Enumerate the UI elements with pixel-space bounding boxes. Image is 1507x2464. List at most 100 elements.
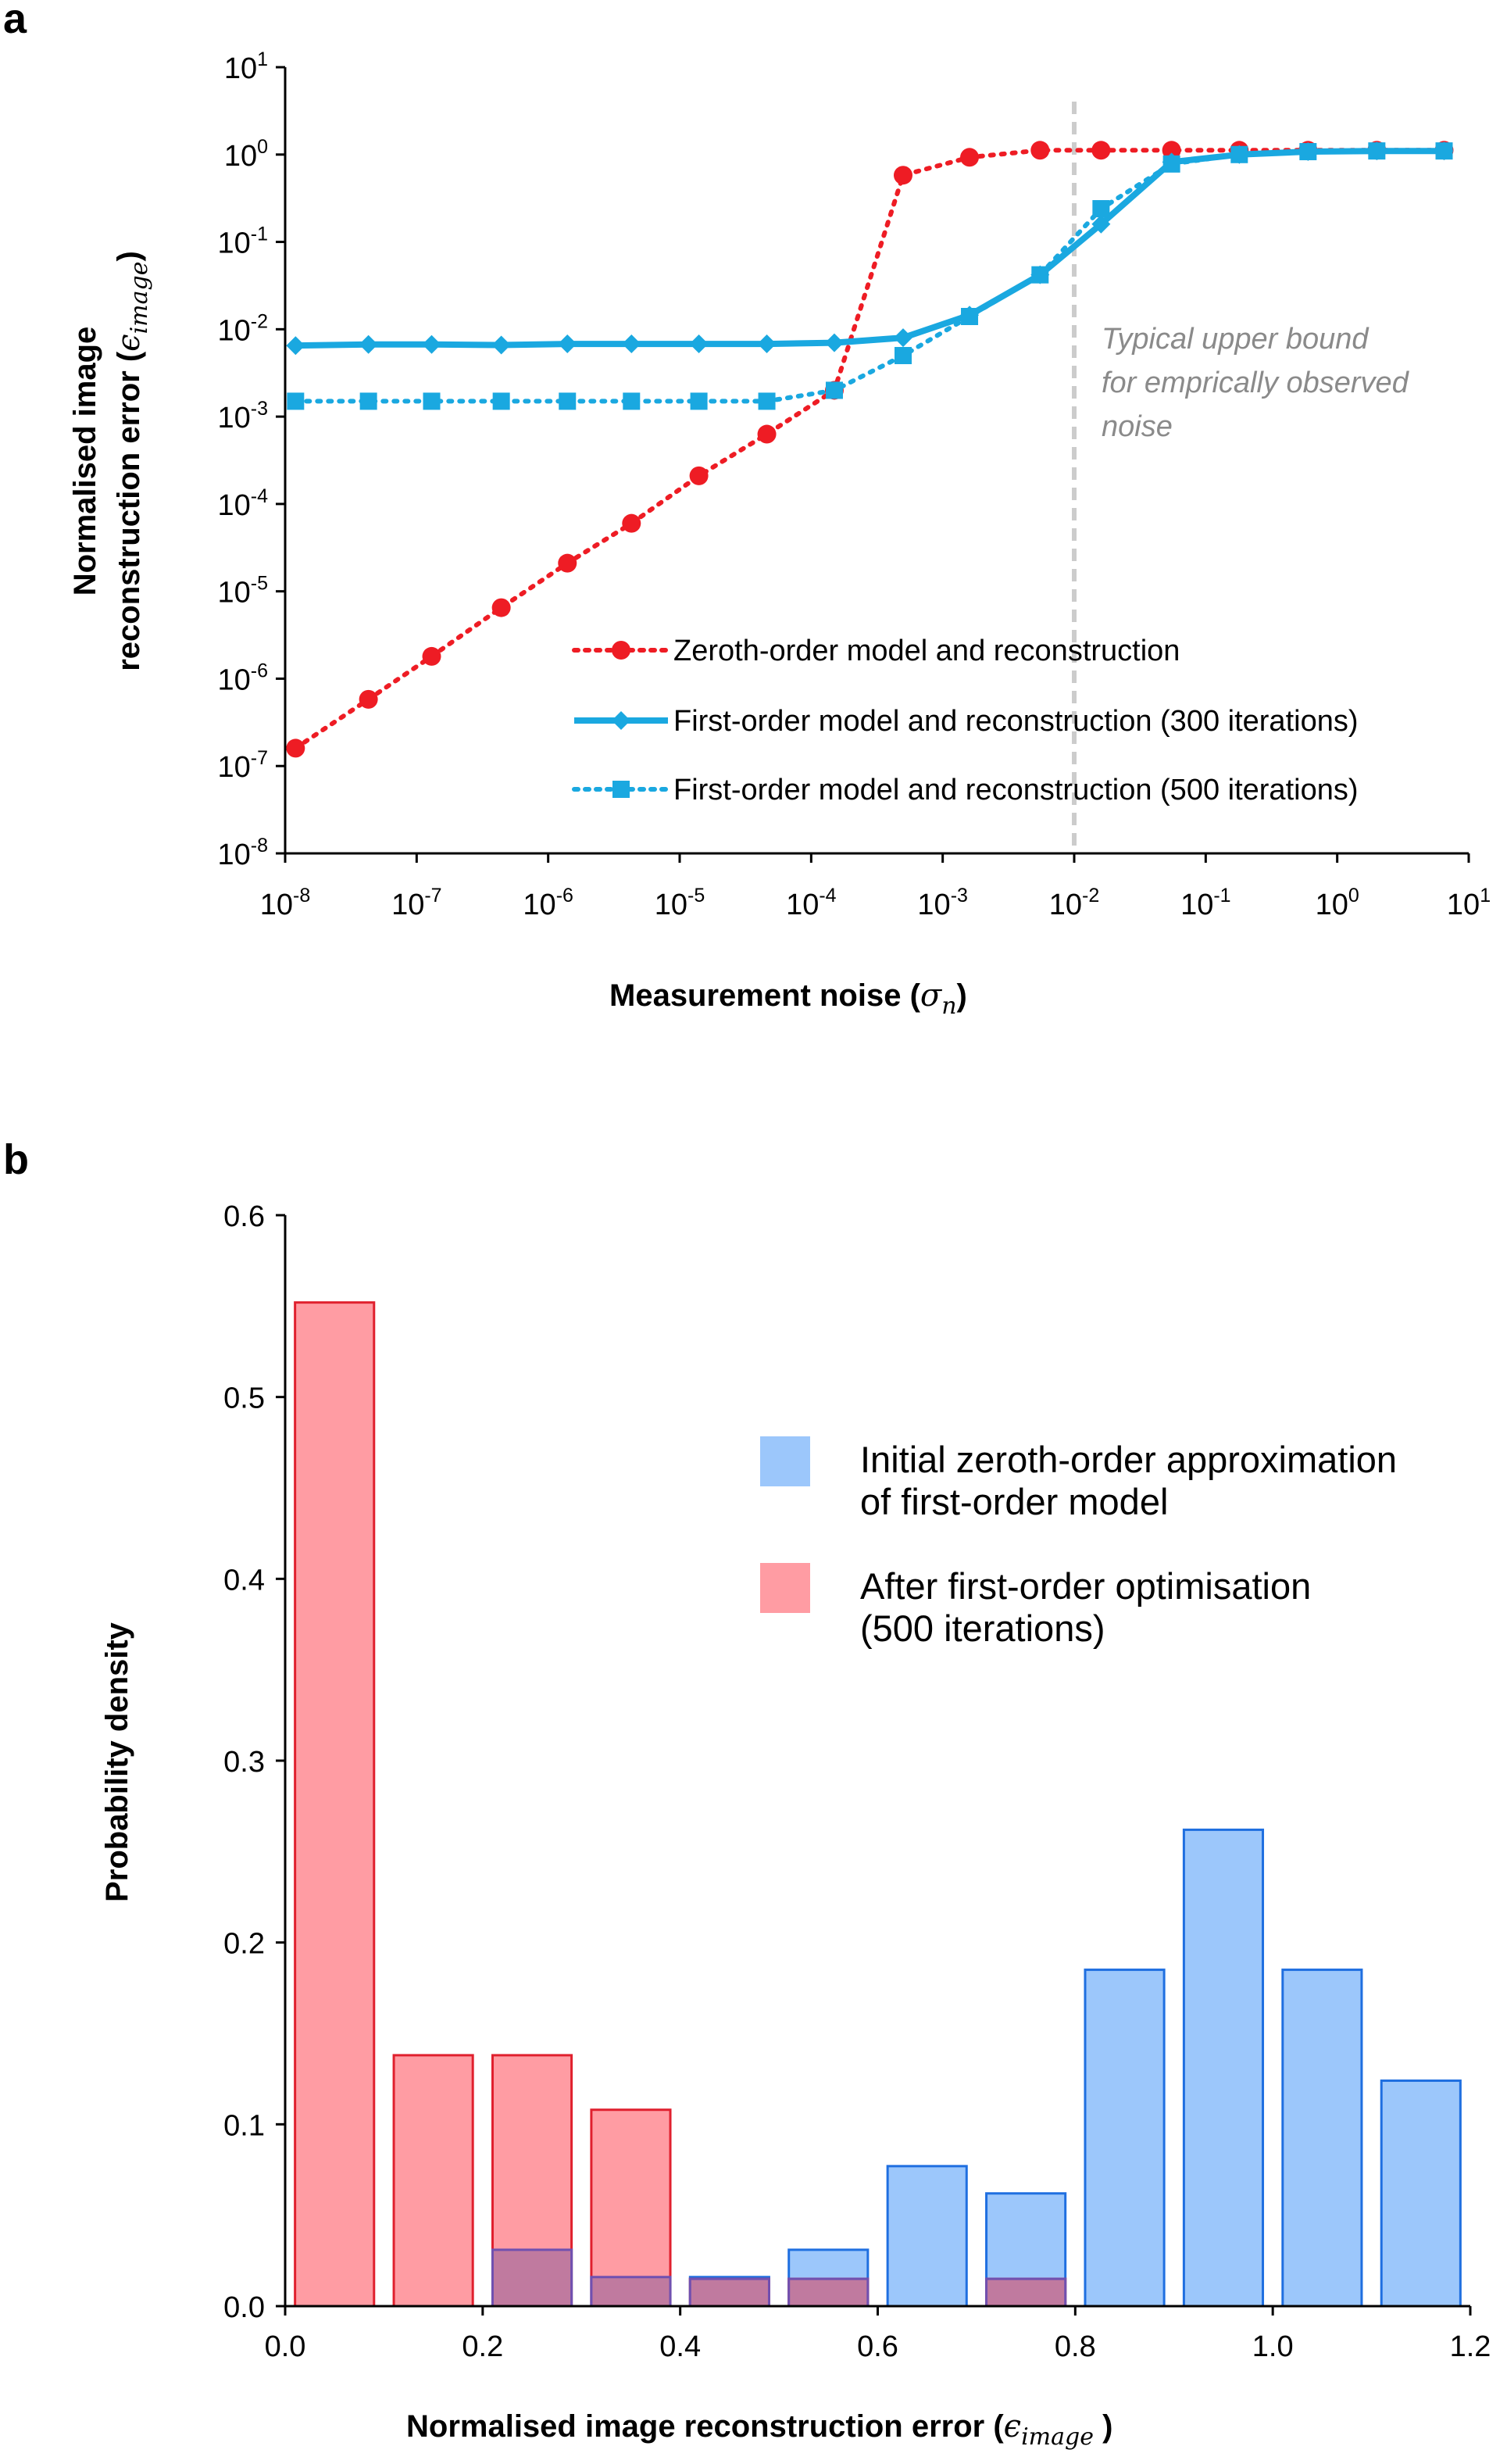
series-0-point xyxy=(491,598,511,617)
series-2-point xyxy=(1092,200,1110,218)
bar-overlap xyxy=(985,2277,1067,2308)
legend-after-label-line-2: (500 iterations) xyxy=(860,1608,1105,1649)
bar-overlap xyxy=(491,2248,573,2308)
panel-a-y-ticks: 101 100 10-1 10-2 10-3 10-4 10-5 10-6 10-7 10-8 xyxy=(217,48,285,871)
panel-a-x-ticks: 10-8 10-7 10-6 10-5 10-4 10-3 10-2 10-1 100 101 xyxy=(260,853,1491,921)
annotation-line-3: noise xyxy=(1102,410,1173,443)
series-line-2 xyxy=(293,148,1447,404)
panel-a-y-tick-label: 101 xyxy=(224,48,268,85)
series-1-point xyxy=(689,334,709,354)
series-1-point xyxy=(422,334,441,354)
legend-first500-label: First-order model and reconstruction (50… xyxy=(673,774,1359,806)
panel-a-y-title-line-2: reconstruction error (ϵimage) xyxy=(111,251,153,671)
legend-initial-label-line-2: of first-order model xyxy=(860,1481,1168,1522)
bar-initial-approximation xyxy=(1281,1969,1363,2308)
panel-b-y-tick-label: 0.2 xyxy=(223,1928,265,1961)
panel-b-y-tick-label: 0.0 xyxy=(223,2291,265,2324)
annotation-line-1: Typical upper bound xyxy=(1102,323,1370,356)
series-0-point xyxy=(1091,141,1111,160)
panel-a-y-tick-label: 10-1 xyxy=(217,224,268,260)
series-2-point xyxy=(1031,266,1049,284)
panel-a-x-tick-label: 10-5 xyxy=(655,885,705,921)
legend-first300-label: First-order model and reconstruction (30… xyxy=(673,705,1359,738)
series-2-point xyxy=(1435,142,1453,160)
legend-initial-swatch xyxy=(760,1436,810,1486)
panel-a-y-title-line-1: Normalised image xyxy=(68,327,102,596)
bar-initial-approximation xyxy=(1182,1828,1265,2308)
legend-zeroth-label: Zeroth-order model and reconstruction xyxy=(673,635,1180,667)
series-2-point xyxy=(690,392,708,410)
series-0-point xyxy=(960,148,980,167)
panel-a-x-tick-label: 10-4 xyxy=(786,885,837,921)
series-0-point xyxy=(757,424,777,444)
series-1-point xyxy=(359,334,378,354)
panel-a-y-tick-label: 10-6 xyxy=(217,660,268,696)
series-0-point xyxy=(422,646,441,666)
panel-b-x-tick-label: 0.2 xyxy=(462,2330,503,2363)
series-1-point xyxy=(757,334,777,354)
panel-a-y-tick-label: 10-5 xyxy=(217,573,268,610)
panel-a-y-axis-title: Normalised image reconstruction error (ϵ… xyxy=(68,251,153,671)
legend-zeroth-marker xyxy=(612,641,630,660)
panel-a-y-tick-label: 10-4 xyxy=(217,485,268,522)
series-2-point xyxy=(559,392,577,410)
series-0-point xyxy=(1030,141,1050,160)
panel-b-x-axis-title: Normalised image reconstruction error (ϵ… xyxy=(406,2409,1112,2451)
bar-overlap xyxy=(688,2277,770,2308)
series-1-point xyxy=(622,334,641,354)
panel-a-x-tick-label: 10-1 xyxy=(1180,885,1231,921)
panel-b-y-axis-title: Probability density xyxy=(100,1622,134,1902)
series-0-point xyxy=(286,738,305,758)
bar-after-optimisation xyxy=(392,2054,474,2308)
bar-initial-approximation xyxy=(1380,2079,1462,2308)
series-0-point xyxy=(689,466,709,485)
series-0-point xyxy=(359,689,378,709)
panel-a-letter: a xyxy=(3,0,27,42)
annotation-line-2: for emprically observed xyxy=(1102,367,1410,399)
panel-a-x-tick-label: 10-8 xyxy=(260,885,311,921)
panel-b-legend: Initial zeroth-order approximation of fi… xyxy=(760,1436,1397,1649)
series-2-point xyxy=(825,381,843,399)
panel-a-x-axis-title: Measurement noise (σn) xyxy=(609,978,967,1020)
panel-b-x-tick-label: 0.6 xyxy=(857,2330,898,2363)
series-2-point xyxy=(1368,142,1386,160)
series-0-point xyxy=(622,513,641,533)
series-1-point xyxy=(286,336,305,356)
panel-b-x-tick-label: 0.4 xyxy=(659,2330,701,2363)
legend-first300-marker xyxy=(612,711,630,730)
panel-b-x-tick-label: 0.8 xyxy=(1055,2330,1096,2363)
panel-a-series xyxy=(286,141,1454,758)
panel-b-x-tick-label: 0.0 xyxy=(265,2330,306,2363)
series-1-point xyxy=(491,335,511,355)
panel-a-x-tick-label: 100 xyxy=(1316,885,1359,921)
panel-b-x-tick-label: 1.2 xyxy=(1450,2330,1491,2363)
series-2-point xyxy=(623,392,641,410)
bar-overlap xyxy=(787,2277,870,2308)
series-1-point xyxy=(558,334,577,354)
panel-a-x-tick-label: 101 xyxy=(1447,885,1491,921)
panel-b-letter: b xyxy=(3,1136,29,1183)
series-line-0 xyxy=(293,148,1447,751)
series-2-point xyxy=(492,392,510,410)
panel-a-legend: Zeroth-order model and reconstruction Fi… xyxy=(572,635,1359,806)
panel-b-y-tick-label: 0.6 xyxy=(223,1200,265,1233)
panel-b-y-tick-label: 0.5 xyxy=(223,1382,265,1415)
panel-b-x-tick-label: 1.0 xyxy=(1252,2330,1294,2363)
panel-a-y-tick-label: 10-3 xyxy=(217,398,268,435)
series-2-point xyxy=(1162,155,1180,173)
panel-b-y-tick-label: 0.3 xyxy=(223,1746,265,1779)
legend-initial-label-line-1: Initial zeroth-order approximation xyxy=(860,1439,1397,1480)
panel-a: a 10110010-110-210-310-410-510-610-710-8… xyxy=(3,0,1491,1020)
panel-a-y-tick-label: 100 xyxy=(224,136,268,173)
panel-a-y-tick-label: 10-7 xyxy=(217,747,268,784)
series-2-point xyxy=(758,392,776,410)
legend-first500-marker xyxy=(612,781,630,798)
series-line-1 xyxy=(292,148,1448,349)
panel-b-y-tick-label: 0.4 xyxy=(223,1564,265,1597)
series-2-point xyxy=(359,392,377,410)
series-0-point xyxy=(558,553,577,573)
panel-b: b 0.0 0.1 0.2 0.3 0.4 0.5 0.6 0.0 0.2 0.4 0.6 0.8 1… xyxy=(3,1136,1491,2451)
series-0-point xyxy=(893,166,912,185)
series-2-point xyxy=(1230,145,1248,163)
